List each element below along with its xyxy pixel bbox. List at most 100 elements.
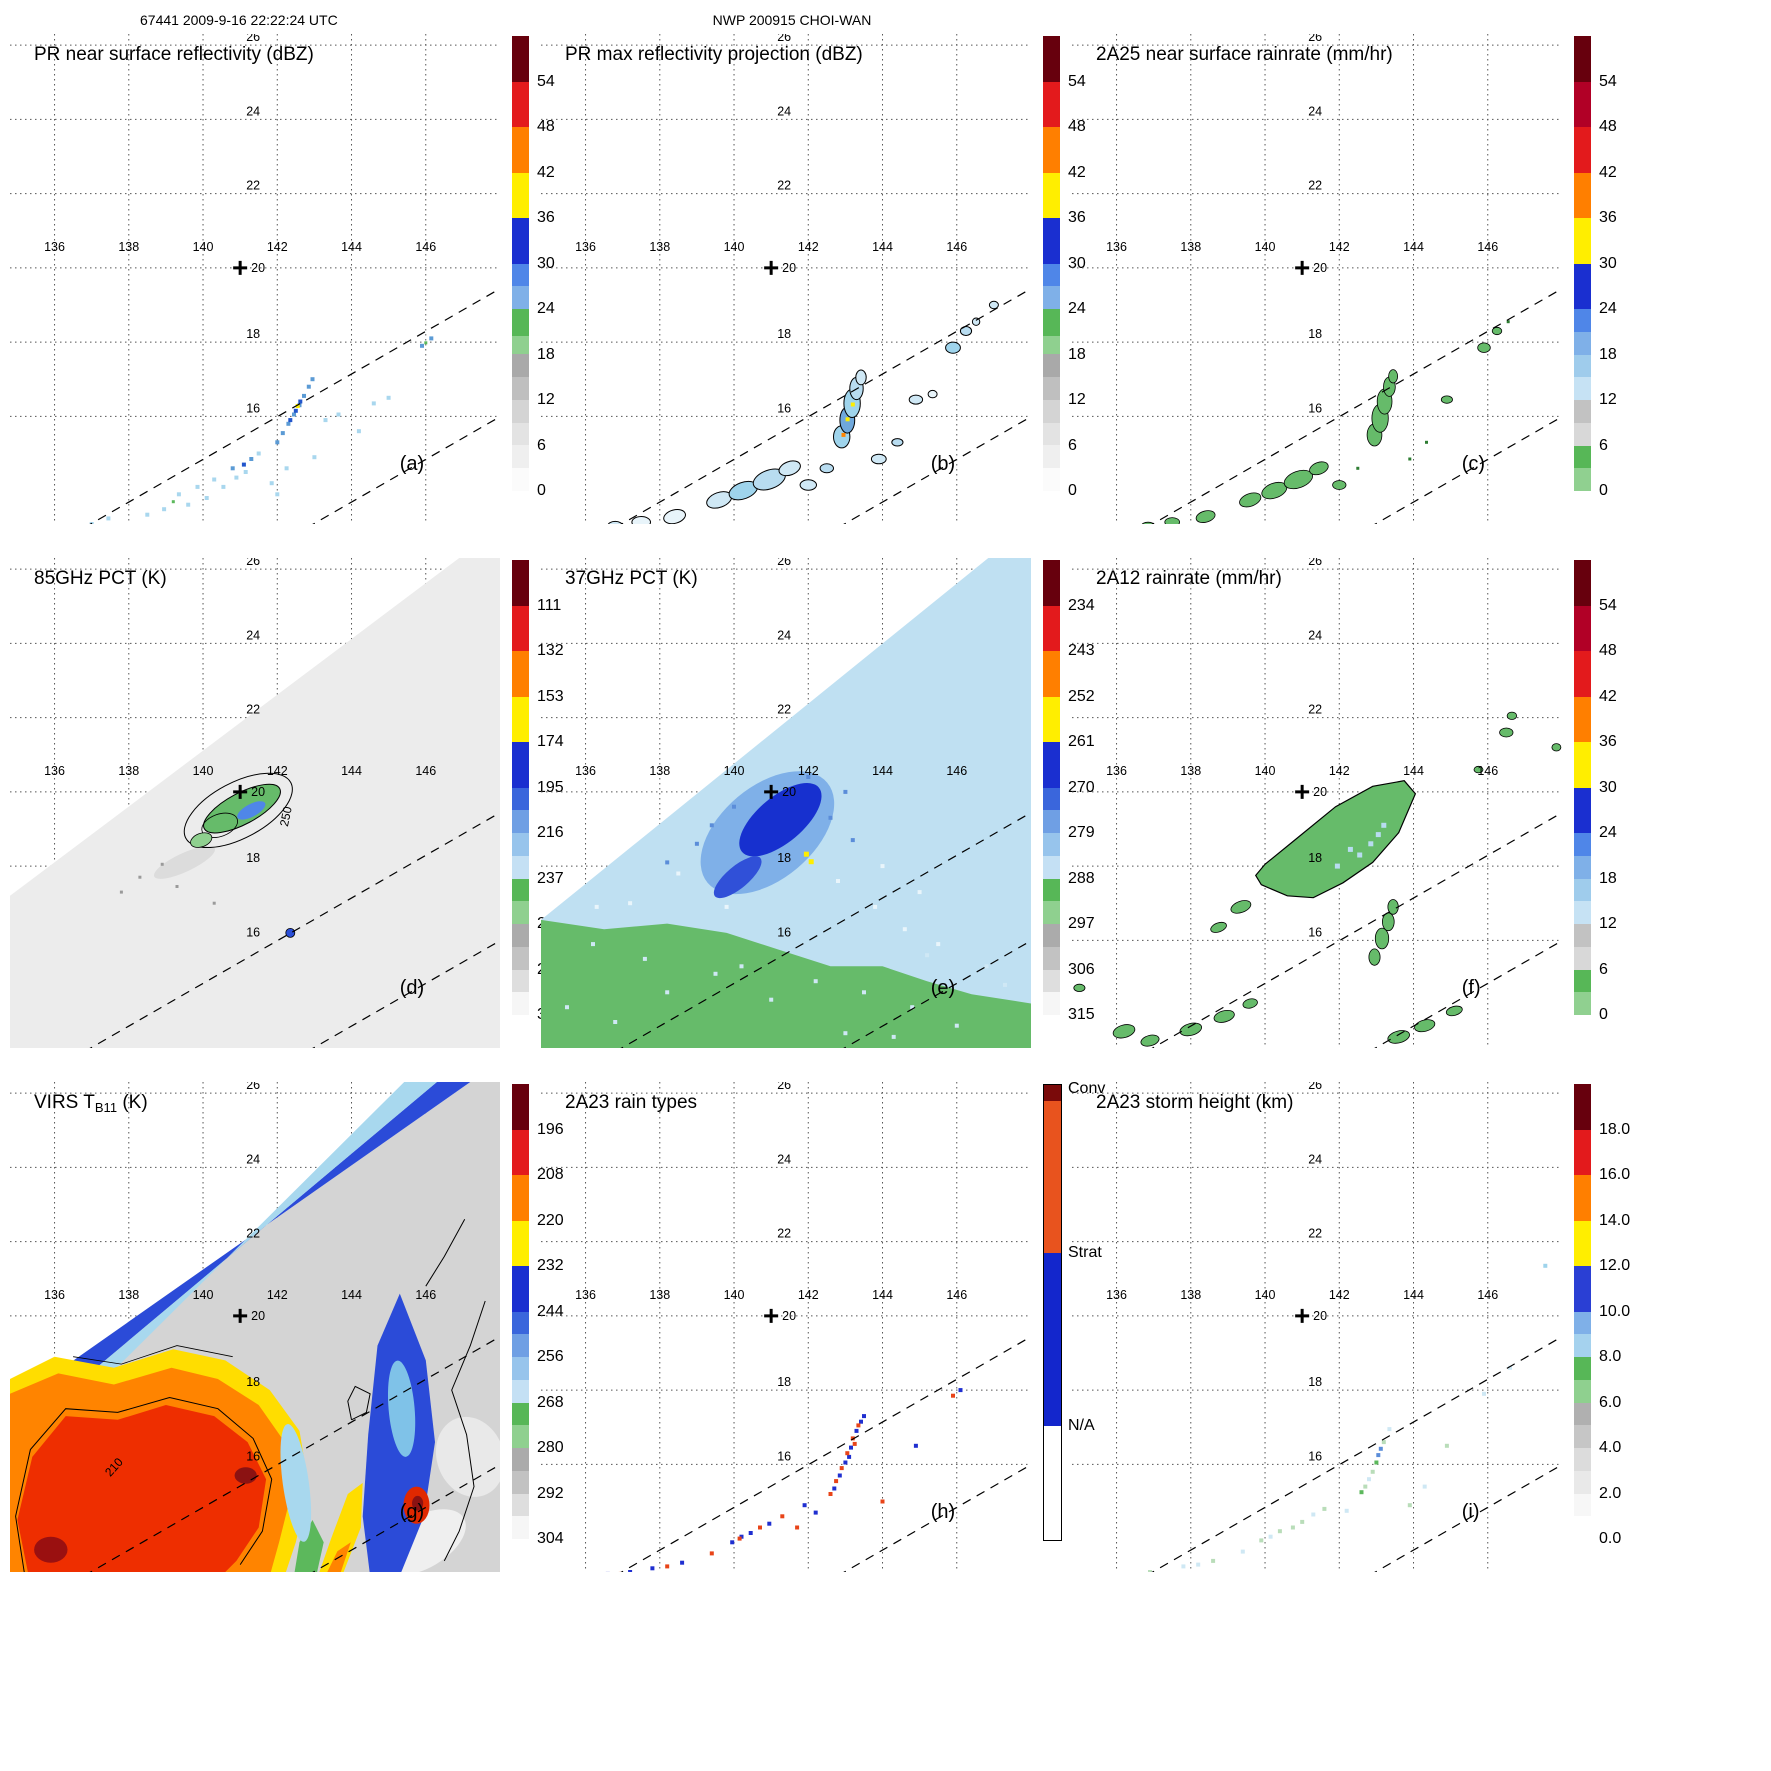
panel-f-colorbar: 54 48 42 36 30 24 18 12 6 0 — [1574, 560, 1636, 1023]
scatter-points — [618, 1393, 955, 1572]
svg-text:22: 22 — [777, 1227, 791, 1241]
svg-text:142: 142 — [267, 764, 288, 778]
scatter-points — [803, 851, 814, 865]
panel-e-title: 37GHz PCT (K) — [565, 568, 698, 589]
tick-labels: 136 138 140 142 144 146 26 24 22 18 16 — [44, 1082, 436, 1463]
colorbar-label: 2.0 — [1599, 1484, 1622, 1502]
svg-text:26: 26 — [777, 558, 791, 568]
colorbar-label: 30 — [1068, 254, 1086, 272]
svg-text:144: 144 — [341, 764, 362, 778]
panel-e-map: 136 138 140 142 144 146 26 24 22 18 16 20 37GHz PCT … — [541, 558, 1031, 1048]
panel-b-title: PR max reflectivity projection (dBZ) — [565, 44, 863, 65]
tick-labels: 136 138 140 142 144 146 26 24 22 18 16 — [1106, 558, 1498, 939]
panel-c: 136 138 140 142 144 146 26 24 22 18 16 20 2A25 near … — [1072, 34, 1653, 524]
svg-text:140: 140 — [193, 764, 214, 778]
svg-text:146: 146 — [946, 1288, 967, 1302]
colorbar-label: 4.0 — [1599, 1439, 1622, 1456]
svg-text:136: 136 — [1106, 764, 1127, 778]
colorbar-label: 0 — [1599, 1006, 1608, 1023]
colorbar-label: 18 — [1599, 869, 1617, 887]
colorbar-label: 12 — [1599, 915, 1617, 932]
svg-text:142: 142 — [1329, 1288, 1350, 1302]
center-lat-label: 20 — [1313, 261, 1327, 275]
svg-text:146: 146 — [946, 240, 967, 254]
svg-text:146: 146 — [1477, 764, 1498, 778]
colorbar-label: 256 — [537, 1348, 564, 1365]
swath-edge-lines — [89, 288, 500, 524]
colorbar-label: 0 — [1599, 482, 1608, 499]
swath-edge-lines — [620, 1336, 1031, 1572]
swath-edge-lines — [89, 1336, 500, 1572]
colorbar-label: 252 — [1068, 687, 1095, 705]
data-regions — [1073, 711, 1562, 1047]
svg-text:140: 140 — [724, 240, 745, 254]
svg-text:144: 144 — [872, 764, 893, 778]
svg-text:136: 136 — [575, 240, 596, 254]
colorbar-label: 297 — [1068, 915, 1095, 932]
panel-h-letter: (h) — [931, 1501, 955, 1523]
colorbar-label: 54 — [1068, 72, 1086, 90]
colorbar-label: 24 — [537, 300, 555, 317]
panel-i-colorbar: 18.0 16.0 14.0 12.0 10.0 8.0 6.0 4.0 2.0 0.0 — [1574, 1084, 1636, 1547]
panel-d-letter: (d) — [400, 977, 424, 999]
svg-text:18: 18 — [777, 1375, 791, 1389]
contour-line — [15, 1396, 273, 1572]
panel-b-colorbar: 54 48 42 36 30 24 18 12 6 0 — [1043, 36, 1105, 499]
colorbar-label: 0 — [537, 482, 546, 499]
panel-g-title: VIRS TB11 (K) — [34, 1092, 148, 1115]
swath-edge-lines — [1151, 288, 1562, 524]
center-lat-label: 20 — [251, 1309, 265, 1323]
swath-edge-lines — [89, 812, 500, 1048]
scatter-points — [1543, 1263, 1548, 1268]
svg-text:18: 18 — [1308, 327, 1322, 341]
panel-g-colorbar: 196 208 220 232 244 256 268 280 292 304 — [512, 1084, 574, 1547]
svg-text:24: 24 — [246, 104, 260, 118]
contour-value-label: 250 — [277, 805, 295, 828]
colorbar-label: 48 — [1068, 118, 1086, 135]
svg-text:140: 140 — [724, 1288, 745, 1302]
svg-text:16: 16 — [246, 925, 260, 939]
panel-f-letter: (f) — [1462, 977, 1481, 999]
svg-text:22: 22 — [777, 179, 791, 193]
colorbar-label: 0 — [1068, 482, 1077, 499]
panel-e: 136 138 140 142 144 146 26 24 22 18 16 20 37GHz PCT … — [541, 558, 1122, 1048]
svg-text:142: 142 — [1329, 240, 1350, 254]
panel-d: 250 136 138 140 142 144 146 26 24 22 18 16 20 85GHz P… — [10, 558, 591, 1048]
svg-text:26: 26 — [1308, 34, 1322, 44]
colorbar-label: 237 — [537, 869, 564, 887]
colorbar-label: 216 — [537, 824, 564, 841]
colorbar-label: 14.0 — [1599, 1211, 1631, 1229]
svg-text:144: 144 — [341, 240, 362, 254]
svg-text:16: 16 — [246, 1449, 260, 1463]
colorbar-label: 54 — [1599, 72, 1617, 90]
panel-a-colorbar: 54 48 42 36 30 24 18 12 6 0 — [512, 36, 574, 499]
scatter-points — [119, 862, 216, 905]
colorbar-label: 132 — [537, 642, 564, 659]
svg-text:138: 138 — [1180, 1288, 1201, 1302]
svg-text:16: 16 — [1308, 401, 1322, 415]
colorbar-label: 280 — [537, 1439, 564, 1456]
colorbar-label: 18.0 — [1599, 1120, 1631, 1138]
panel-b-map: 136 138 140 142 144 146 26 24 22 18 16 20 PR max ref… — [541, 34, 1031, 524]
svg-text:140: 140 — [193, 240, 214, 254]
scatter-points — [171, 341, 428, 504]
scatter-points — [1356, 320, 1510, 470]
storm-center-marker — [233, 260, 248, 275]
storm-center-marker — [233, 784, 248, 799]
colorbar-label: 24 — [1068, 300, 1086, 317]
svg-text:24: 24 — [246, 1152, 260, 1166]
colorbar-label: 292 — [537, 1484, 564, 1502]
panel-c-letter: (c) — [1462, 453, 1485, 475]
svg-text:142: 142 — [798, 1288, 819, 1302]
tick-labels: 136 138 140 142 144 146 26 24 22 18 16 — [1106, 1082, 1498, 1463]
colorbar-label: 306 — [1068, 960, 1095, 978]
panel-a-letter: (a) — [400, 453, 424, 475]
scatter-points — [295, 404, 300, 408]
svg-text:26: 26 — [246, 34, 260, 44]
colorbar-label: 304 — [537, 1530, 564, 1547]
panel-g: 210 136 138 140 142 144 146 26 24 22 18 16 20 VIRS TB… — [10, 1082, 591, 1572]
center-lat-label: 20 — [782, 261, 796, 275]
svg-text:146: 146 — [1477, 240, 1498, 254]
colorbar-label: 195 — [537, 778, 564, 796]
colorbar-label: 6.0 — [1599, 1393, 1622, 1411]
